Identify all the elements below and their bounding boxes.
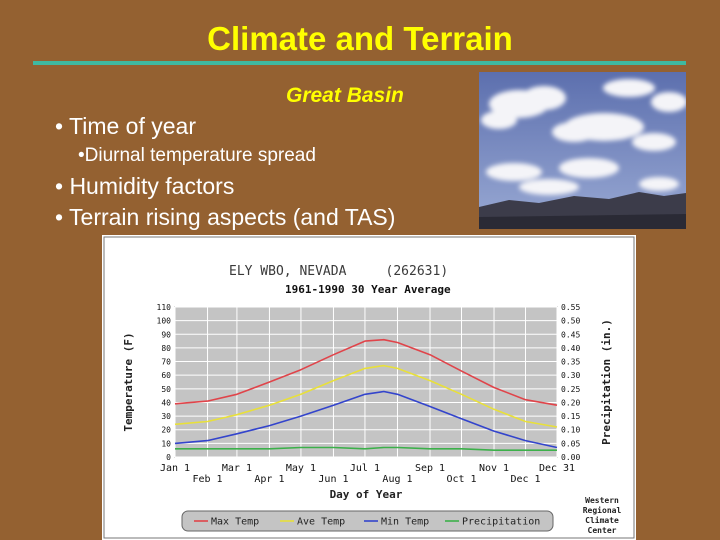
chart-title: ELY WBO, NEVADA (262631) [229, 264, 448, 279]
legend-label-ave-temp: Ave Temp [297, 517, 345, 528]
credit-line: Regional [583, 505, 622, 515]
y-axis-label: Temperature (F) [122, 332, 135, 431]
credit-line: Center [588, 526, 617, 535]
x-tick-label: Apr 1 [254, 474, 284, 485]
y2-tick-label: 0.15 [561, 412, 580, 421]
x-axis-label: Day of Year [330, 488, 403, 501]
x-tick-label: Sep 1 [415, 463, 445, 474]
y2-tick-label: 0.40 [561, 344, 580, 353]
y2-tick-label: 0.20 [561, 398, 580, 407]
title-divider [33, 61, 686, 65]
y2-tick-label: 0.05 [561, 439, 580, 448]
series-line-ave-temp [174, 364, 558, 428]
y-tick-label: 100 [157, 317, 172, 326]
grid-lines [174, 306, 558, 458]
y2-tick-label: 0.55 [561, 303, 580, 312]
y-tick-label: 0 [166, 453, 171, 462]
legend-label-precipitation: Precipitation [462, 517, 540, 528]
y2-axis-label: Precipitation (in.) [600, 319, 613, 445]
plot-area [174, 306, 558, 458]
x-tick-label: Jul 1 [350, 463, 380, 474]
y-tick-label: 20 [161, 426, 171, 435]
sky-clouds-photo [479, 72, 686, 229]
bullet-time-of-year: • Time of year [55, 113, 196, 139]
chart-subtitle: 1961-1990 30 Year Average [285, 283, 451, 296]
slide-title: Climate and Terrain [207, 20, 513, 57]
x-tick-label: Jan 1 [160, 463, 190, 474]
y-tick-label: 10 [161, 439, 171, 448]
credit-line: Western [585, 496, 619, 505]
climate-chart: ELY WBO, NEVADA (262631) 1961-1990 30 Ye… [102, 235, 636, 540]
series-line-min-temp [174, 390, 558, 449]
y-tick-label: 30 [161, 412, 171, 421]
bullet-terrain: • Terrain rising aspects (and TAS) [55, 204, 396, 230]
x-tick-label: Dec 1 [510, 474, 540, 485]
credit-line: Climate [585, 515, 619, 525]
x-tick-label: Mar 1 [222, 463, 252, 474]
y2-tick-label: 0.35 [561, 358, 580, 367]
x-tick-label: Aug 1 [382, 474, 412, 485]
y2-tick-label: 0.45 [561, 330, 580, 339]
x-tick-label: Nov 1 [479, 463, 509, 474]
y-tick-label: 80 [161, 344, 171, 353]
y2-tick-label: 0.10 [561, 426, 580, 435]
x-tick-label: Feb 1 [192, 474, 222, 485]
x-tick-label: Oct 1 [446, 474, 476, 485]
series-line-max-temp [174, 338, 558, 406]
y-tick-label: 90 [161, 330, 171, 339]
y-tick-label: 40 [161, 398, 171, 407]
y-tick-label: 70 [161, 358, 171, 367]
x-tick-label: May 1 [286, 463, 316, 474]
y-tick-label: 50 [161, 385, 171, 394]
x-tick-label: Jun 1 [318, 474, 348, 485]
x-tick-label: Dec 31 [539, 463, 575, 474]
slide-subtitle: Great Basin [286, 84, 404, 107]
y2-tick-label: 0.50 [561, 317, 580, 326]
y2-tick-label: 0.00 [561, 453, 580, 462]
bullet-diurnal-spread: •Diurnal temperature spread [78, 145, 316, 166]
bullet-humidity: • Humidity factors [55, 173, 235, 199]
y2-tick-label: 0.30 [561, 371, 580, 380]
series-line-precipitation [175, 446, 557, 451]
y-tick-label: 60 [161, 371, 171, 380]
y-tick-label: 110 [157, 303, 172, 312]
y2-tick-label: 0.25 [561, 385, 580, 394]
legend-label-min-temp: Min Temp [381, 517, 429, 528]
legend-label-max-temp: Max Temp [211, 517, 259, 528]
